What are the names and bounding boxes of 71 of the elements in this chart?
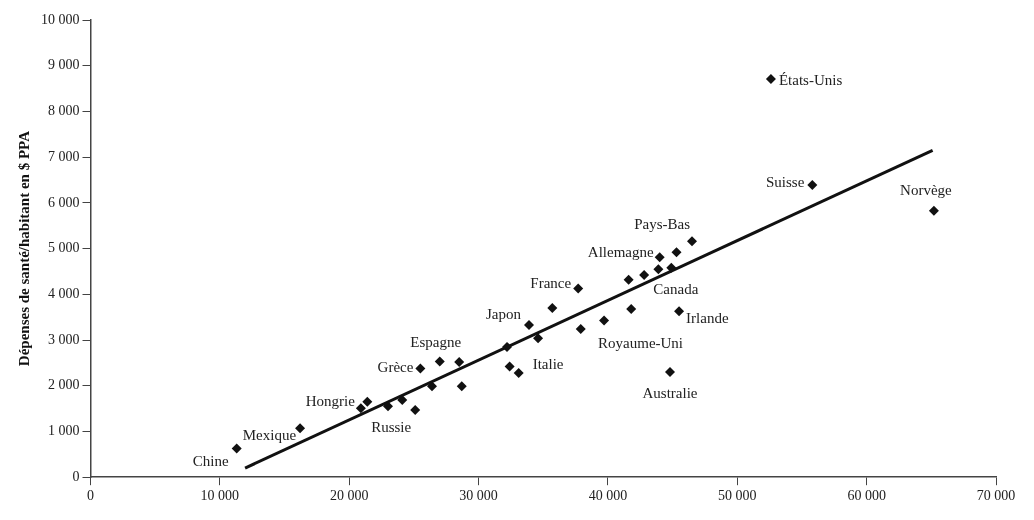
y-tick-label: 3 000 xyxy=(48,331,80,347)
point xyxy=(928,205,939,216)
y-tick-label: 7 000 xyxy=(48,148,80,164)
annotation: Japon xyxy=(486,305,522,322)
point xyxy=(415,363,426,374)
x-tick-label: 30 000 xyxy=(459,488,498,504)
point xyxy=(454,356,465,367)
annotation: Norvège xyxy=(900,181,953,198)
y-tick-label: 5 000 xyxy=(48,240,80,256)
point xyxy=(434,356,445,367)
point xyxy=(573,283,584,294)
point xyxy=(674,306,685,317)
y-tick-label: 0 xyxy=(72,468,80,484)
y-tick-label: 8 000 xyxy=(48,103,80,119)
point xyxy=(427,381,437,392)
x-tick-label: 60 000 xyxy=(847,488,886,504)
point xyxy=(671,247,682,258)
x-tick-label: 40 000 xyxy=(588,488,628,504)
point xyxy=(513,367,524,378)
annotation: Irlande xyxy=(686,310,729,327)
point xyxy=(295,423,306,434)
annotation: Mexique xyxy=(242,427,297,444)
point xyxy=(231,443,242,454)
point xyxy=(765,73,776,84)
annotation: Australie xyxy=(642,384,698,401)
point xyxy=(687,236,698,247)
point xyxy=(626,303,637,314)
y-tick-label: 10 000 xyxy=(41,11,80,27)
x-tick-label: 50 000 xyxy=(718,488,757,504)
y-axis-title: Dépenses de santé/habitant en $ PPA xyxy=(15,130,32,367)
annotation: Hongrie xyxy=(305,393,356,410)
point xyxy=(547,303,558,314)
annotation: Chine xyxy=(192,453,229,470)
point xyxy=(502,341,513,352)
point xyxy=(575,324,586,335)
point xyxy=(666,262,677,273)
annotation: États-Unis xyxy=(778,71,843,88)
point xyxy=(623,274,634,285)
x-tick-label: 0 xyxy=(87,488,94,504)
point xyxy=(524,319,535,330)
y-tick-label: 6 000 xyxy=(48,194,80,210)
annotation: Canada xyxy=(653,280,699,297)
annotation: Pays-Bas xyxy=(634,216,691,233)
annotation: France xyxy=(530,275,572,292)
annotation: Espagne xyxy=(410,334,462,351)
annotation: Italie xyxy=(532,355,564,372)
annotation: Royaume-Uni xyxy=(598,335,684,352)
point xyxy=(355,403,366,414)
y-tick-label: 4 000 xyxy=(48,285,80,301)
x-tick-label: 20 000 xyxy=(329,488,369,504)
point xyxy=(533,333,544,344)
y-tick-label: 2 000 xyxy=(48,377,80,393)
point xyxy=(653,264,664,275)
point xyxy=(410,404,421,415)
annotation: Suisse xyxy=(765,173,805,190)
annotation: Grèce xyxy=(377,359,414,376)
y-tick-label: 9 000 xyxy=(48,57,80,73)
x-tick-label: 10 000 xyxy=(200,488,240,504)
point xyxy=(599,315,610,326)
point xyxy=(362,396,373,407)
point xyxy=(456,381,467,392)
point xyxy=(383,401,394,412)
point xyxy=(639,270,650,281)
point xyxy=(665,367,676,378)
annotation: Russie xyxy=(371,418,412,435)
point xyxy=(807,180,818,191)
y-tick-label: 1 000 xyxy=(48,423,80,439)
x-tick-label: 70 000 xyxy=(976,488,1016,504)
point xyxy=(504,361,515,372)
point xyxy=(654,252,665,263)
annotation: Allemagne xyxy=(587,244,655,261)
